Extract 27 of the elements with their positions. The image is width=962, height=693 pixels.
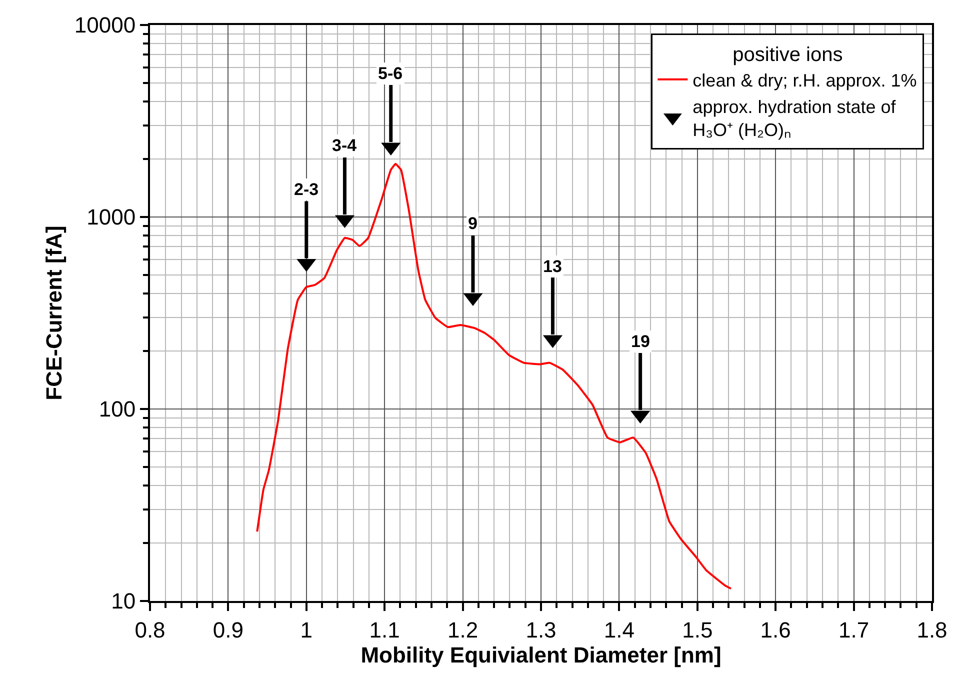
- annotation: 2-3: [294, 180, 319, 199]
- x-tick-label: 1.5: [682, 617, 713, 642]
- legend-label: approx. hydration state of H₃O⁺ (H₂O)ₙ: [692, 96, 897, 140]
- y-tick-label: 100: [98, 396, 136, 422]
- y-tick-label: 1000: [86, 204, 136, 230]
- y-tick-label: 10: [111, 588, 136, 614]
- annotation: 3-4: [332, 136, 358, 155]
- line-series: [256, 162, 732, 590]
- legend-title: positive ions: [732, 44, 843, 66]
- x-tick-label: 1.3: [526, 617, 556, 642]
- annotation: 13: [543, 257, 562, 276]
- x-tick-label: 1.2: [448, 617, 478, 642]
- annotation: 5-6: [378, 64, 403, 83]
- x-tick-label: 1.6: [760, 617, 791, 642]
- x-tick-label: 1.8: [916, 617, 948, 642]
- x-tick-label: 1.7: [838, 617, 870, 642]
- x-tick-label: 0.9: [212, 617, 244, 642]
- x-tick-label: 0.8: [134, 617, 166, 642]
- annotation: 19: [631, 332, 650, 351]
- x-axis-title: Mobility Equivialent Diameter [nm]: [360, 642, 722, 668]
- x-tick-label: 1.1: [369, 617, 400, 642]
- legend-label: clean & dry; r.H. approx. 1%: [692, 70, 917, 90]
- x-tick-label: 1.4: [604, 617, 634, 642]
- y-axis-title: FCE-Current [fA]: [42, 226, 67, 400]
- x-tick-label: 1: [300, 617, 313, 642]
- annotation: 9: [468, 214, 478, 233]
- y-tick-label: 10000: [74, 12, 136, 38]
